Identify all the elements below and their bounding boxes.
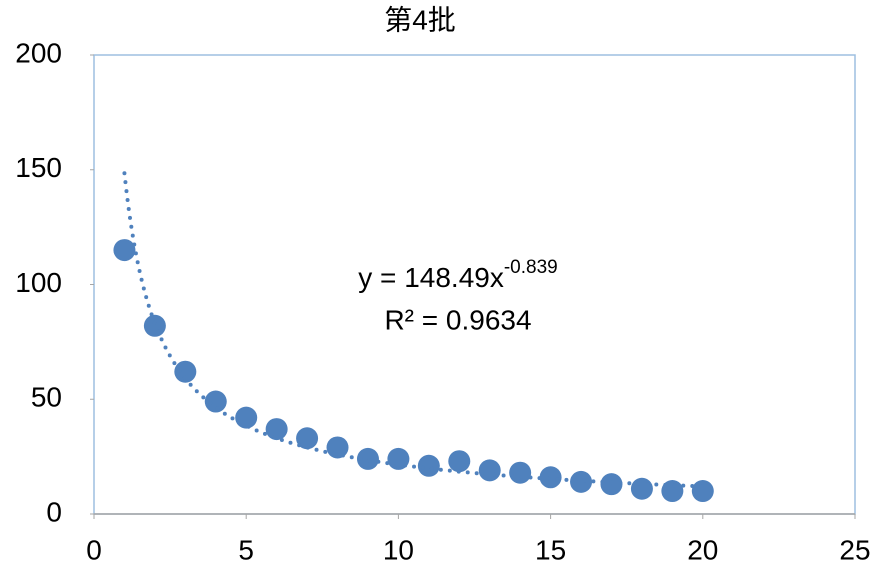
y-tick-label: 100 (15, 267, 62, 298)
trendline (122, 171, 705, 489)
point (265, 418, 288, 441)
point (296, 427, 319, 450)
x-tick-label: 15 (535, 534, 566, 565)
equation-text: y = 148.49x (358, 262, 504, 293)
point (539, 466, 562, 489)
point (691, 480, 714, 503)
x-tick-label: 0 (86, 534, 102, 565)
y-tick-label: 0 (46, 496, 62, 527)
point (326, 436, 349, 459)
x-tick-label: 25 (839, 534, 870, 565)
y-tick-label: 200 (15, 37, 62, 68)
r-squared: R² = 0.9634 (384, 304, 531, 335)
point (448, 450, 471, 473)
point (478, 459, 501, 482)
x-tick-label: 5 (238, 534, 254, 565)
point (356, 447, 379, 470)
point (113, 239, 136, 262)
point (509, 461, 532, 484)
chart-title: 第4批 (384, 4, 456, 35)
x-tick-label: 20 (687, 534, 718, 565)
point (204, 390, 227, 413)
y-tick-label: 50 (31, 382, 62, 413)
y-tick-label: 150 (15, 152, 62, 183)
x-tick-label: 10 (383, 534, 414, 565)
point (174, 360, 197, 383)
point (417, 454, 440, 477)
point (570, 470, 593, 493)
trendline-equation: y = 148.49x-0.839 (358, 257, 557, 293)
point (143, 314, 166, 337)
point (630, 477, 653, 500)
point (235, 406, 258, 429)
equation-exponent: -0.839 (504, 257, 558, 278)
